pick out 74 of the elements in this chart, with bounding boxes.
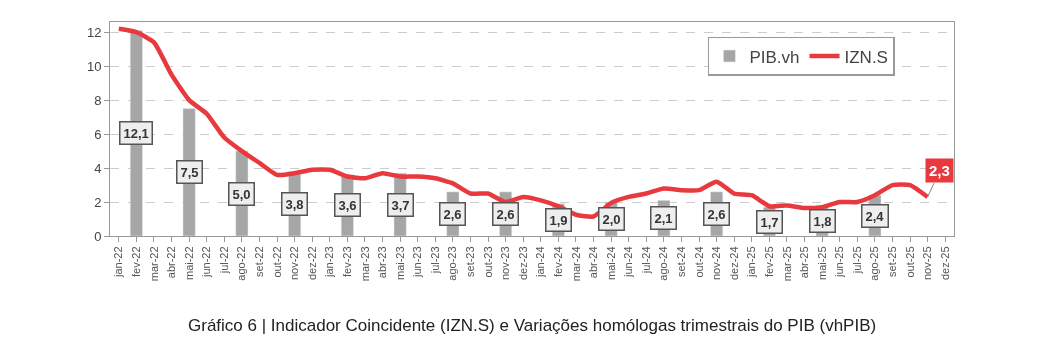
x-tick-label: nov-22	[288, 246, 301, 281]
x-tick-label: fev-24	[551, 246, 564, 277]
x-tick-label: jun-23	[411, 246, 424, 278]
x-tick-label: nov-25	[921, 246, 934, 281]
x-tick-label: set-22	[253, 246, 266, 277]
x-tick-label: nov-23	[499, 246, 512, 281]
x-tick-label: dez-23	[516, 246, 529, 281]
x-tick-label: jun-24	[622, 246, 635, 278]
data-label: 2,4	[865, 208, 885, 224]
data-label: 3,7	[391, 197, 410, 213]
x-tick-label: abr-23	[376, 246, 389, 279]
y-tick-label: 0	[94, 228, 102, 244]
x-tick-label: ago-25	[868, 246, 881, 281]
x-tick-label: out-25	[903, 246, 916, 278]
data-label: 3,6	[338, 197, 357, 213]
data-label: 12,1	[123, 125, 149, 141]
x-tick-label: jul-22	[217, 246, 230, 275]
x-tick-label: mai-24	[604, 246, 617, 281]
x-tick-label: abr-24	[587, 246, 600, 279]
data-label: 1,7	[760, 214, 779, 230]
legend-label: IZN.S	[844, 47, 888, 67]
x-tick-label: jan-24	[534, 246, 547, 278]
x-tick-label: set-25	[886, 246, 899, 277]
x-tick-label: mar-24	[569, 246, 582, 282]
x-tick-label: fev-23	[340, 246, 353, 277]
x-tick-label: fev-25	[762, 246, 775, 277]
y-tick-label: 6	[94, 126, 102, 142]
y-tick-label: 8	[94, 92, 102, 108]
x-tick-label: mai-23	[393, 246, 406, 281]
x-tick-label: out-23	[481, 246, 494, 278]
x-tick-label: jul-23	[428, 246, 441, 275]
x-tick-label: jun-22	[200, 246, 213, 278]
x-tick-label: out-22	[270, 246, 283, 278]
x-tick-label: mai-25	[815, 246, 828, 281]
x-tick-label: jul-24	[639, 246, 652, 275]
x-tick-label: nov-24	[710, 246, 723, 281]
x-tick-label: ago-22	[235, 246, 248, 281]
data-label: 2,6	[443, 206, 462, 222]
y-tick-label: 2	[94, 194, 102, 210]
data-label: 1,8	[813, 213, 832, 229]
x-tick-label: ago-24	[657, 246, 670, 281]
data-label: 7,5	[180, 164, 199, 180]
x-tick-label: abr-22	[165, 246, 178, 279]
y-tick-label: 4	[94, 160, 102, 176]
data-label: 3,8	[285, 196, 304, 212]
x-tick-label: dez-25	[938, 246, 951, 281]
text: Gráfico 6 | Indicador Coincidente (IZN.S) e Variações homólogas trimestrais do PIB (vhPIB)	[188, 316, 877, 335]
data-label: 2,3	[929, 162, 950, 179]
x-tick-label: ago-23	[446, 246, 459, 281]
x-tick-label: dez-24	[727, 246, 740, 281]
data-label: 2,6	[496, 206, 515, 222]
x-tick-label: jul-25	[850, 246, 863, 275]
x-tick-label: mar-23	[358, 246, 371, 282]
data-label: 1,9	[549, 212, 568, 228]
x-tick-label: mar-25	[780, 246, 793, 282]
data-label: 2,1	[654, 210, 673, 226]
x-tick-label: fev-22	[129, 246, 142, 277]
data-label: 2,6	[707, 206, 726, 222]
x-tick-label: out-24	[692, 246, 705, 278]
x-tick-label: mai-22	[182, 246, 195, 281]
x-tick-label: jan-23	[323, 246, 336, 278]
x-tick-label: jun-25	[833, 246, 846, 278]
y-tick-label: 12	[86, 24, 102, 40]
x-tick-label: set-23	[464, 246, 477, 277]
x-tick-label: jan-25	[745, 246, 758, 278]
y-tick-label: 10	[86, 58, 102, 74]
data-label: 5,0	[232, 186, 251, 202]
legend-label: PIB.vh	[749, 47, 800, 67]
data-label: 2,0	[602, 211, 621, 227]
x-tick-label: jan-22	[112, 246, 125, 278]
x-tick-label: set-24	[675, 246, 688, 277]
x-tick-label: dez-22	[305, 246, 318, 281]
x-tick-label: abr-25	[798, 246, 811, 279]
x-tick-label: mar-22	[147, 246, 160, 282]
